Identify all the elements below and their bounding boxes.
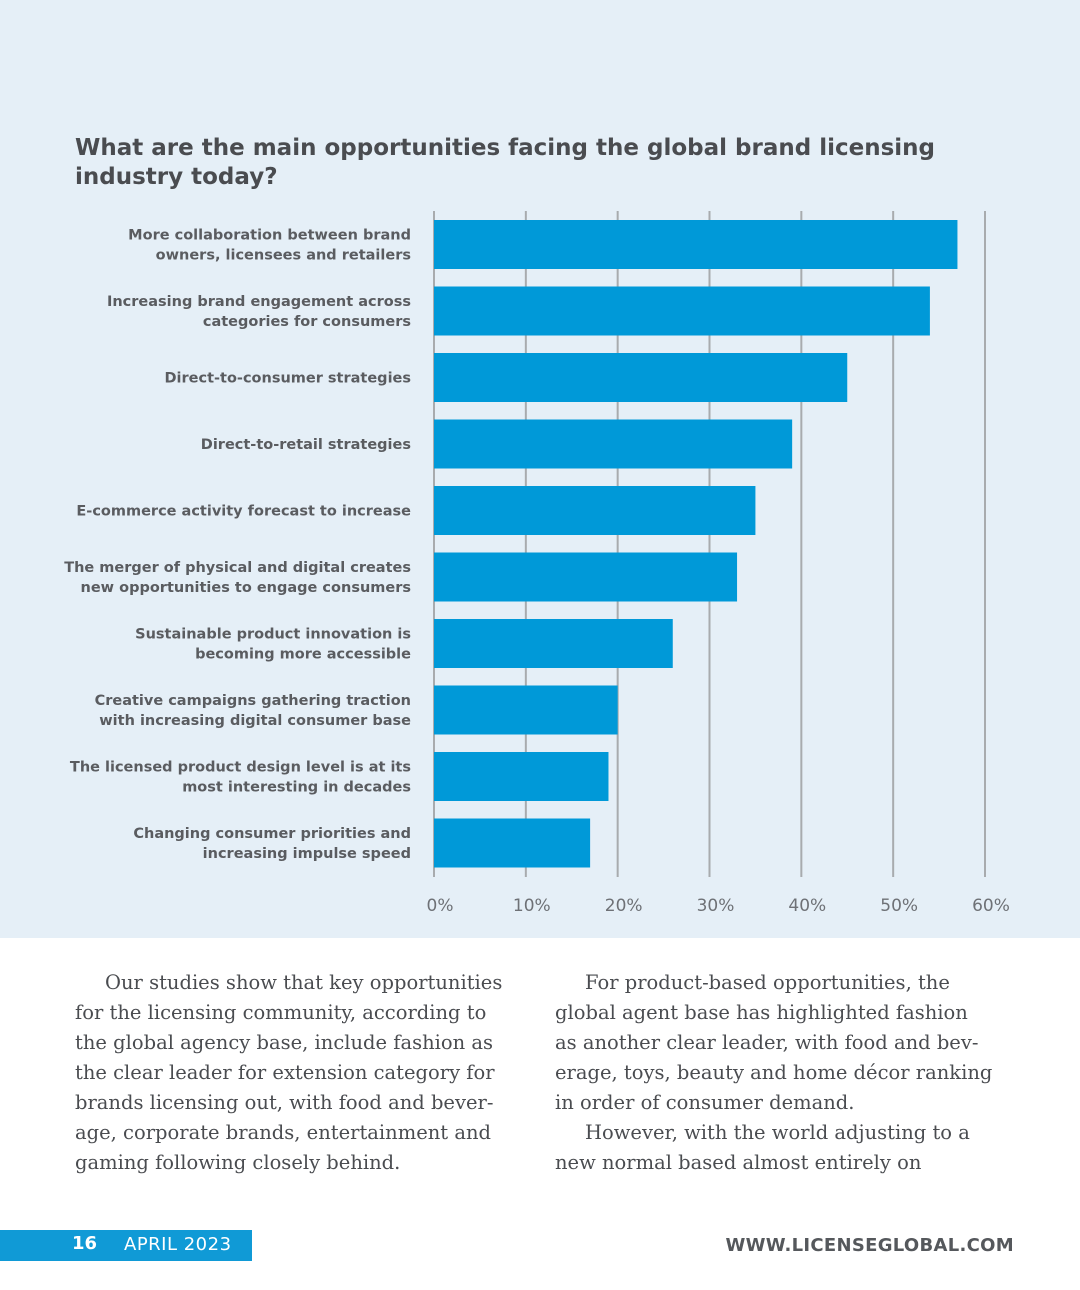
category-label-line: becoming more accessible	[195, 647, 411, 663]
category-label-line: Creative campaigns gathering traction	[95, 693, 411, 709]
bar-chart: More collaboration between brand owners, …	[64, 211, 1010, 916]
category-label-8: Creative campaigns gathering traction wit…	[95, 693, 412, 729]
footer-accent-band	[0, 1230, 252, 1261]
article-left-column: Our studies show that key opportunities …	[75, 968, 515, 1178]
category-label-line: Sustainable product innovation is	[135, 627, 411, 643]
category-label-line: Direct-to-consumer strategies	[165, 371, 412, 387]
bars	[434, 220, 958, 868]
category-label-line: categories for consumers	[203, 314, 411, 330]
x-tick-label-30: 30%	[697, 896, 735, 916]
bar-1	[434, 220, 958, 269]
category-label-9: The licensed product design level is at …	[70, 760, 411, 796]
category-label-6: The merger of physical and digital creat…	[64, 560, 411, 596]
x-tick-label-50: 50%	[880, 896, 918, 916]
category-label-line: with increasing digital consumer base	[99, 713, 411, 729]
category-label-1: More collaboration between brand owners, …	[128, 228, 411, 264]
category-label-10: Changing consumer priorities and increasi…	[133, 826, 411, 862]
bar-9	[434, 752, 609, 801]
category-label-3: Direct-to-consumer strategies	[165, 371, 412, 387]
bar-10	[434, 818, 591, 868]
category-label-line: increasing impulse speed	[203, 846, 411, 862]
category-label-2: Increasing brand engagement across catego…	[107, 294, 411, 330]
left-paragraph-1: Our studies show that key opportunities …	[75, 971, 503, 1174]
x-tick-label-0: 0%	[427, 896, 454, 916]
category-label-5: E-commerce activity forecast to increase	[76, 504, 411, 520]
category-label-line: The licensed product design level is at …	[70, 760, 411, 776]
category-label-line: Changing consumer priorities and	[133, 826, 411, 842]
bar-8	[434, 685, 618, 735]
x-tick-label-60: 60%	[972, 896, 1010, 916]
category-label-7: Sustainable product innovation is becomin…	[135, 627, 411, 663]
bar-4	[434, 419, 793, 469]
website-url: WWW.LICENSEGLOBAL.COM	[725, 1235, 1014, 1256]
category-label-line: most interesting in decades	[182, 780, 411, 796]
bar-6	[434, 552, 738, 602]
bar-5	[434, 486, 756, 535]
x-axis-tick-labels: 0% 10% 20% 30% 40% 50% 60%	[427, 896, 1010, 916]
page-number: 16	[72, 1233, 98, 1254]
article-right-column: For product-based opportunities, the glo…	[555, 968, 995, 1178]
issue-date: APRIL 2023	[124, 1234, 232, 1255]
category-label-line: Direct-to-retail strategies	[201, 437, 411, 453]
bar-3	[434, 353, 848, 402]
right-paragraph-2: However, with the world adjusting to a n…	[555, 1121, 970, 1174]
x-tick-label-20: 20%	[605, 896, 643, 916]
category-label-line: new opportunities to engage consumers	[81, 580, 411, 596]
category-label-line: E-commerce activity forecast to increase	[76, 504, 411, 520]
category-label-line: More collaboration between brand	[128, 228, 411, 244]
category-label-4: Direct-to-retail strategies	[201, 437, 411, 453]
bar-2	[434, 286, 930, 336]
category-label-line: owners, licensees and retailers	[156, 248, 411, 264]
category-label-line: Increasing brand engagement across	[107, 294, 411, 310]
chart-title: What are the main opportunities facing t…	[75, 135, 935, 190]
category-label-line: The merger of physical and digital creat…	[64, 560, 411, 576]
x-tick-label-10: 10%	[513, 896, 551, 916]
x-tick-label-40: 40%	[788, 896, 826, 916]
category-labels: More collaboration between brand owners, …	[64, 228, 411, 863]
bar-7	[434, 619, 673, 668]
right-paragraph-1: For product-based opportunities, the glo…	[555, 971, 993, 1114]
